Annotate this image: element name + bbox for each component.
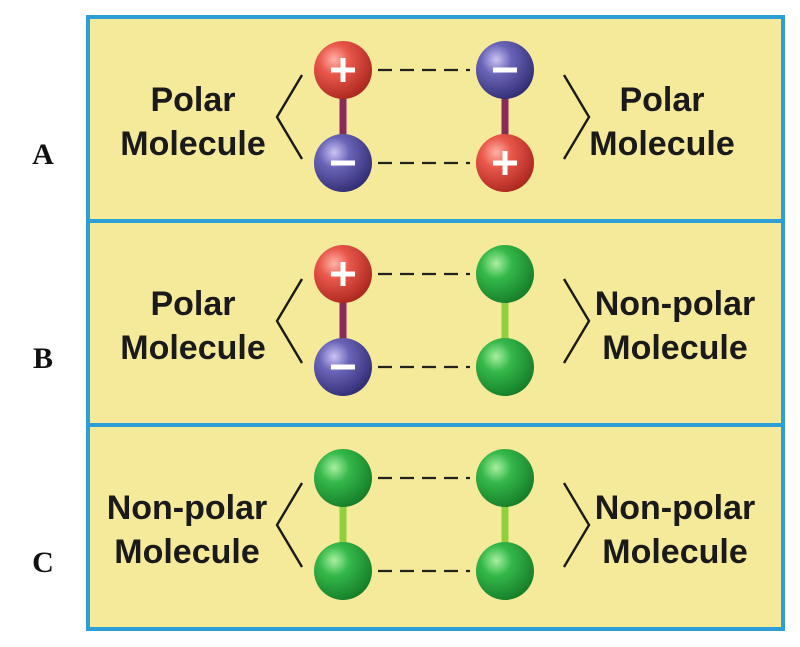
row-letter-label: C — [32, 546, 54, 579]
molecule-label-line2: Molecule — [602, 533, 747, 571]
molecule-label-line1: Non-polar — [107, 489, 268, 527]
right-molecule-top-atom — [476, 41, 534, 99]
molecule-label-line1: Polar — [619, 81, 704, 119]
neutral-atom-sphere — [314, 542, 372, 600]
row-letter-label: B — [33, 342, 53, 375]
neutral-atom-sphere — [314, 449, 372, 507]
right-angle-bracket — [562, 482, 591, 568]
right-molecule-bottom-atom — [476, 542, 534, 600]
molecule-label-line1: Polar — [150, 285, 235, 323]
panel-background — [86, 219, 785, 427]
row-letter-label: A — [32, 138, 54, 171]
left-molecule-bottom-atom — [314, 134, 372, 192]
molecule-label-line2: Molecule — [120, 329, 265, 367]
left-molecule-top-atom — [314, 41, 372, 99]
left-angle-bracket — [275, 482, 304, 568]
molecule-label-line2: Molecule — [120, 125, 265, 163]
right-angle-bracket — [562, 74, 591, 160]
neutral-atom-sphere — [476, 449, 534, 507]
row-panel-c: C Non-polar Molecule Non-polar Molecule — [32, 423, 785, 631]
panel-background — [86, 423, 785, 631]
neutral-atom-sphere — [476, 245, 534, 303]
panel-background — [86, 15, 785, 223]
neutral-atom-sphere — [476, 338, 534, 396]
molecule-label-line2: Molecule — [589, 125, 734, 163]
left-molecule-top-atom — [314, 449, 372, 507]
right-molecule-bottom-atom — [476, 338, 534, 396]
left-angle-bracket — [275, 74, 304, 160]
molecule-label-line1: Polar — [150, 81, 235, 119]
neutral-atom-sphere — [476, 542, 534, 600]
right-molecule-top-atom — [476, 245, 534, 303]
left-angle-bracket — [275, 278, 304, 364]
left-molecule-bottom-atom — [314, 542, 372, 600]
row-panel-a: A Polar Molecule Polar Molecule — [32, 15, 785, 223]
right-angle-bracket — [562, 278, 591, 364]
molecule-label-line2: Molecule — [602, 329, 747, 367]
molecule-label-line1: Non-polar — [595, 285, 756, 323]
right-molecule-bottom-atom — [476, 134, 534, 192]
left-molecule-top-atom — [314, 245, 372, 303]
molecule-label-line1: Non-polar — [595, 489, 756, 527]
right-molecule-top-atom — [476, 449, 534, 507]
row-panel-b: B Polar Molecule Non-polar Molecule — [33, 219, 785, 427]
molecule-label-line2: Molecule — [114, 533, 259, 571]
left-molecule-bottom-atom — [314, 338, 372, 396]
